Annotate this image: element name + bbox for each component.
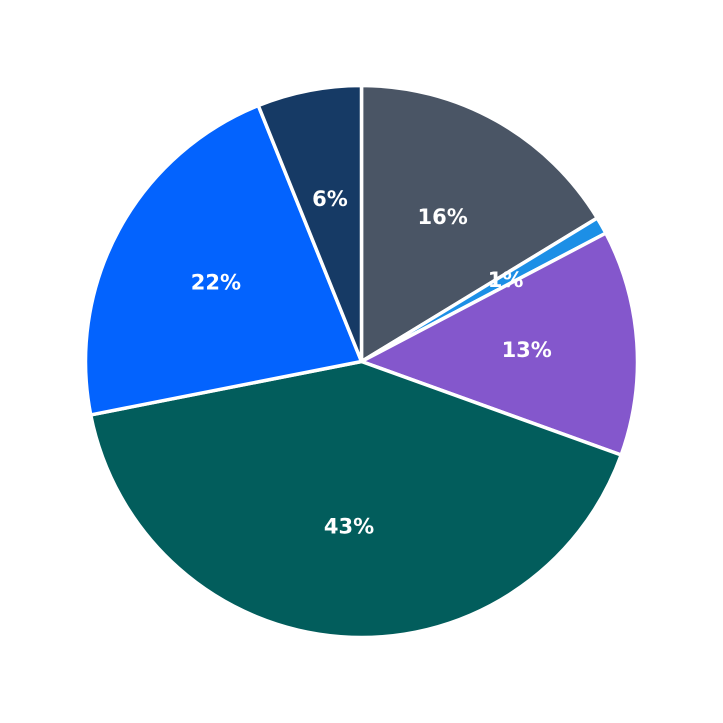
pie-slice-4 bbox=[83, 103, 364, 417]
pie-slice-label-2: 13% bbox=[502, 338, 552, 362]
pie-slice-label-0: 16% bbox=[418, 205, 468, 229]
pie-slice-5 bbox=[256, 83, 364, 364]
pie-slice-2 bbox=[359, 231, 640, 457]
pie-slice-label-1: 1% bbox=[488, 268, 524, 292]
pie-slice-label-3: 43% bbox=[324, 515, 374, 539]
pie-slice-label-4: 22% bbox=[191, 271, 241, 295]
pie-slice-0 bbox=[359, 83, 600, 364]
pie-labels: 16% 1% 13% 43% 22% 6% bbox=[191, 187, 552, 539]
pie-slice-3 bbox=[88, 359, 623, 640]
pie-slices bbox=[83, 83, 640, 640]
pie-slice-label-5: 6% bbox=[312, 187, 348, 211]
